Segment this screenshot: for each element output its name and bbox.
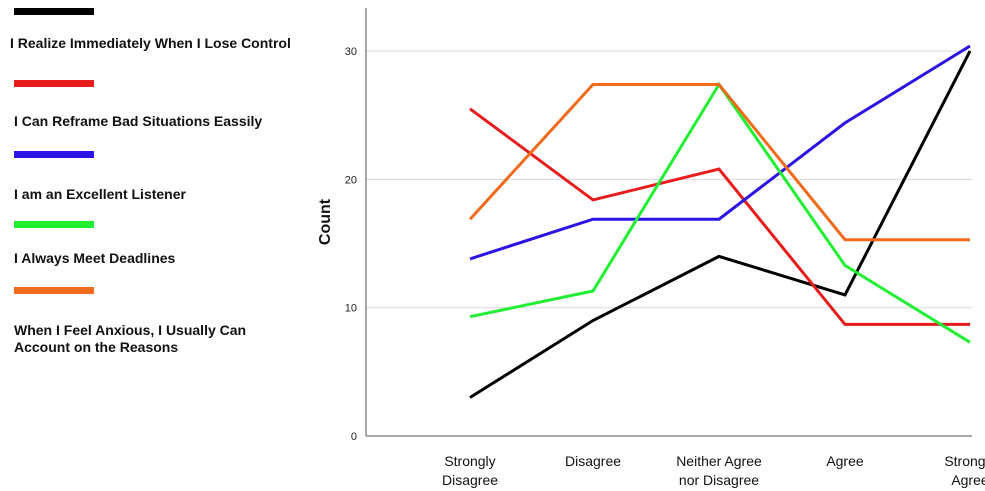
y-tick-label: 0 <box>351 431 357 443</box>
series-line <box>469 81 971 344</box>
y-tick-label: 30 <box>345 46 357 58</box>
x-tick-label: Strongly Disagree <box>442 453 498 488</box>
legend-swatch <box>14 8 94 15</box>
series-line <box>469 44 971 261</box>
series-line <box>468 83 970 242</box>
y-tick-label: 20 <box>345 174 357 186</box>
legend: I Realize Immediately When I Lose Contro… <box>0 0 340 491</box>
legend-label: When I Feel Anxious, I Usually Can Accou… <box>14 322 247 355</box>
x-tick-label: StronglyAgree <box>944 453 985 488</box>
x-tick-label: Neither Agree nor Disagree <box>676 453 762 488</box>
legend-label: I Always Meet Deadlines <box>14 250 176 266</box>
series-line <box>469 50 972 399</box>
legend-swatch <box>14 221 94 228</box>
legend-label: I am an Excellent Listener <box>14 186 186 202</box>
x-tick-label: Disagree <box>565 453 621 469</box>
legend-label: I Can Reframe Bad Situations Eassily <box>14 113 263 129</box>
x-tick-label: Agree <box>826 453 864 469</box>
legend-label: I Realize Immediately When I Lose Contro… <box>10 35 291 51</box>
legend-swatch <box>14 151 94 158</box>
y-tick-label: 10 <box>345 303 357 315</box>
y-axis-label: Count <box>317 198 334 245</box>
series-line <box>469 107 970 326</box>
legend-swatch <box>14 287 94 294</box>
legend-swatch <box>14 80 94 87</box>
